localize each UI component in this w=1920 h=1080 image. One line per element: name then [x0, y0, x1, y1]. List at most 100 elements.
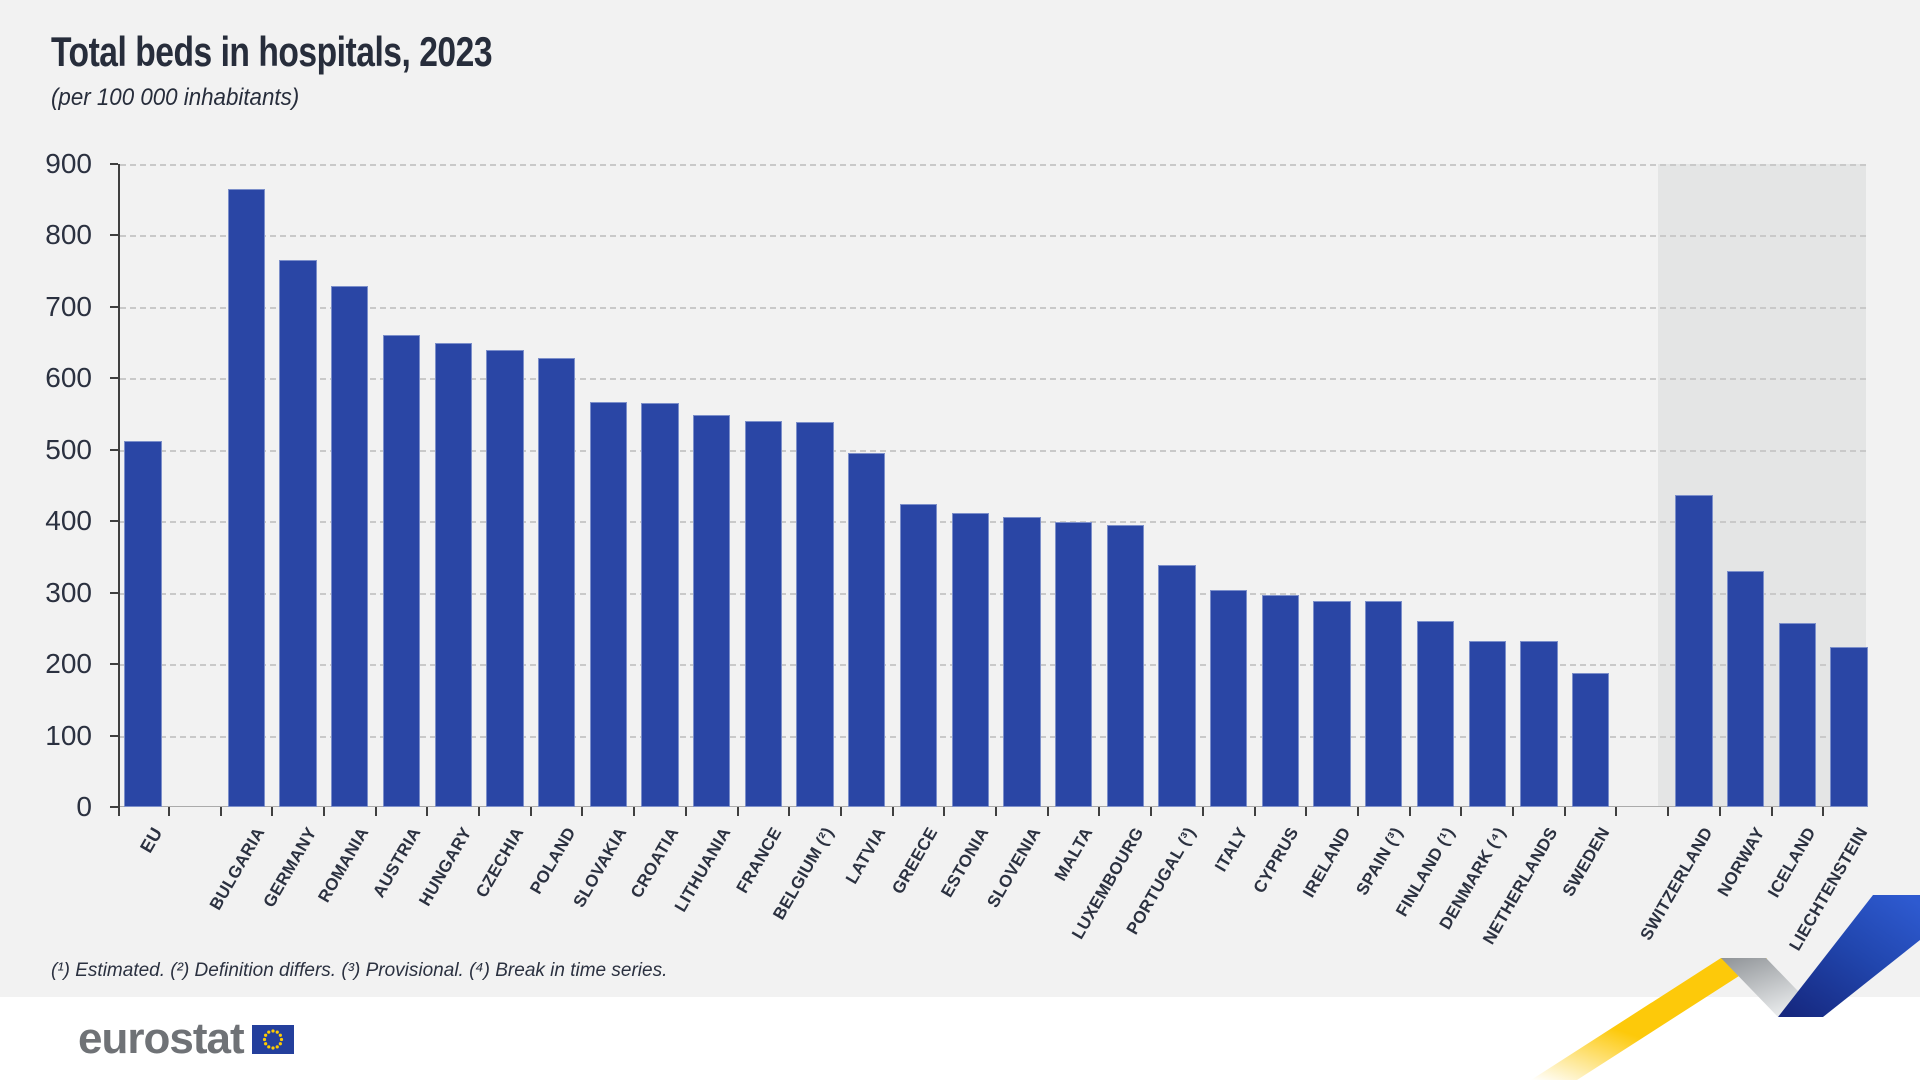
bar-finland	[1416, 621, 1455, 807]
y-axis-label-600: 600	[45, 362, 92, 394]
x-tick-16	[943, 807, 946, 816]
bar-germany	[279, 259, 317, 807]
y-tick-900	[110, 163, 118, 165]
x-tick-1	[167, 807, 170, 816]
bar-portugal	[1158, 564, 1196, 807]
x-tick-31	[1718, 807, 1721, 816]
x-tick-24	[1356, 807, 1359, 816]
x-tick-19	[1098, 807, 1101, 816]
bar-czechia	[486, 349, 524, 807]
gridline-700	[120, 306, 1866, 309]
bar-france	[744, 420, 783, 807]
y-axis-label-400: 400	[45, 505, 92, 537]
x-tick-3	[271, 807, 274, 816]
ribbon-yellow-stripe	[1531, 958, 1767, 1080]
x-tick-25	[1408, 807, 1411, 816]
eurostat-logo-text: eurostat	[78, 1014, 245, 1063]
x-tick-2	[219, 807, 222, 816]
y-tick-500	[110, 448, 118, 451]
y-tick-100	[110, 734, 118, 737]
x-tick-20	[1150, 807, 1153, 816]
bar-ireland	[1313, 600, 1351, 807]
x-tick-12	[736, 807, 739, 816]
x-tick-28	[1563, 807, 1566, 816]
y-tick-800	[110, 234, 118, 237]
x-tick-14	[839, 807, 842, 816]
x-axis-line	[120, 806, 1866, 807]
x-tick-15	[891, 807, 894, 816]
gridline-500	[120, 449, 1866, 452]
bar-estonia	[951, 512, 989, 807]
bar-romania	[331, 286, 369, 807]
y-tick-200	[110, 663, 118, 666]
y-axis-label-300: 300	[45, 576, 92, 608]
bar-cyprus	[1261, 594, 1300, 807]
x-tick-21	[1201, 807, 1204, 816]
bar-croatia	[641, 402, 679, 807]
bar-austria	[382, 334, 421, 807]
y-tick-700	[110, 305, 118, 308]
x-tick-5	[374, 807, 377, 816]
bar-spain	[1365, 601, 1403, 807]
x-tick-30	[1667, 807, 1670, 816]
gridline-600	[120, 378, 1866, 381]
y-axis-label-200: 200	[45, 648, 92, 680]
x-tick-27	[1512, 807, 1515, 816]
bar-malta	[1054, 521, 1093, 807]
x-tick-33	[1822, 807, 1825, 816]
y-axis-label-800: 800	[45, 219, 92, 251]
bar-belgium	[796, 421, 834, 807]
eurostat-logo: eurostat	[78, 1016, 294, 1062]
bar-hungary	[434, 342, 472, 807]
bar-denmark	[1468, 640, 1506, 807]
x-tick-11	[684, 807, 687, 816]
bar-iceland	[1778, 622, 1817, 807]
x-tick-17	[995, 807, 998, 816]
x-tick-13	[788, 807, 791, 816]
bar-norway	[1727, 571, 1765, 807]
y-tick-600	[110, 377, 118, 380]
x-tick-9	[581, 807, 584, 816]
bar-greece	[899, 504, 938, 807]
bar-switzerland	[1675, 494, 1713, 807]
bar-latvia	[848, 453, 886, 807]
gridline-300	[120, 592, 1866, 595]
bar-slovakia	[589, 401, 627, 807]
bar-luxembourg	[1106, 524, 1144, 807]
bar-slovenia	[1003, 516, 1041, 807]
bar-poland	[537, 358, 576, 807]
chart-title: Total beds in hospitals, 2023	[51, 28, 493, 75]
gridline-800	[120, 235, 1866, 238]
footnote: (¹) Estimated. (²) Definition differs. (…	[51, 960, 668, 981]
bar-sweden	[1571, 672, 1610, 807]
y-axis-label-500: 500	[45, 433, 92, 465]
chart-subtitle: (per 100 000 inhabitants)	[51, 84, 300, 111]
x-tick-29	[1615, 807, 1618, 816]
x-tick-4	[322, 807, 325, 816]
bar-bulgaria	[227, 189, 266, 807]
gridline-200	[120, 664, 1866, 667]
y-axis-label-100: 100	[45, 719, 92, 751]
y-axis-line	[118, 164, 120, 816]
x-tick-32	[1770, 807, 1773, 816]
gridline-100	[120, 735, 1866, 738]
ribbon-decoration	[1531, 895, 1920, 1080]
plot-area: 0 100 200 300 400 500 600 700 800 900	[45, 148, 1868, 822]
x-tick-10	[633, 807, 636, 816]
bar-lithuania	[693, 414, 731, 807]
chart-canvas	[0, 0, 1920, 997]
gridline-900	[120, 164, 1866, 166]
y-tick-300	[110, 591, 118, 594]
y-axis-label-0: 0	[76, 791, 92, 822]
eu-flag-icon	[251, 1024, 294, 1054]
x-tick-8	[529, 807, 532, 816]
x-tick-7	[478, 807, 481, 816]
x-tick-18	[1046, 807, 1049, 816]
bar-italy	[1210, 589, 1248, 807]
x-tick-23	[1305, 807, 1308, 816]
y-axis-label-700: 700	[45, 290, 92, 322]
gridline-400	[120, 521, 1866, 524]
bar-netherlands	[1520, 641, 1558, 807]
x-tick-26	[1460, 807, 1463, 816]
x-tick-22	[1253, 807, 1256, 816]
